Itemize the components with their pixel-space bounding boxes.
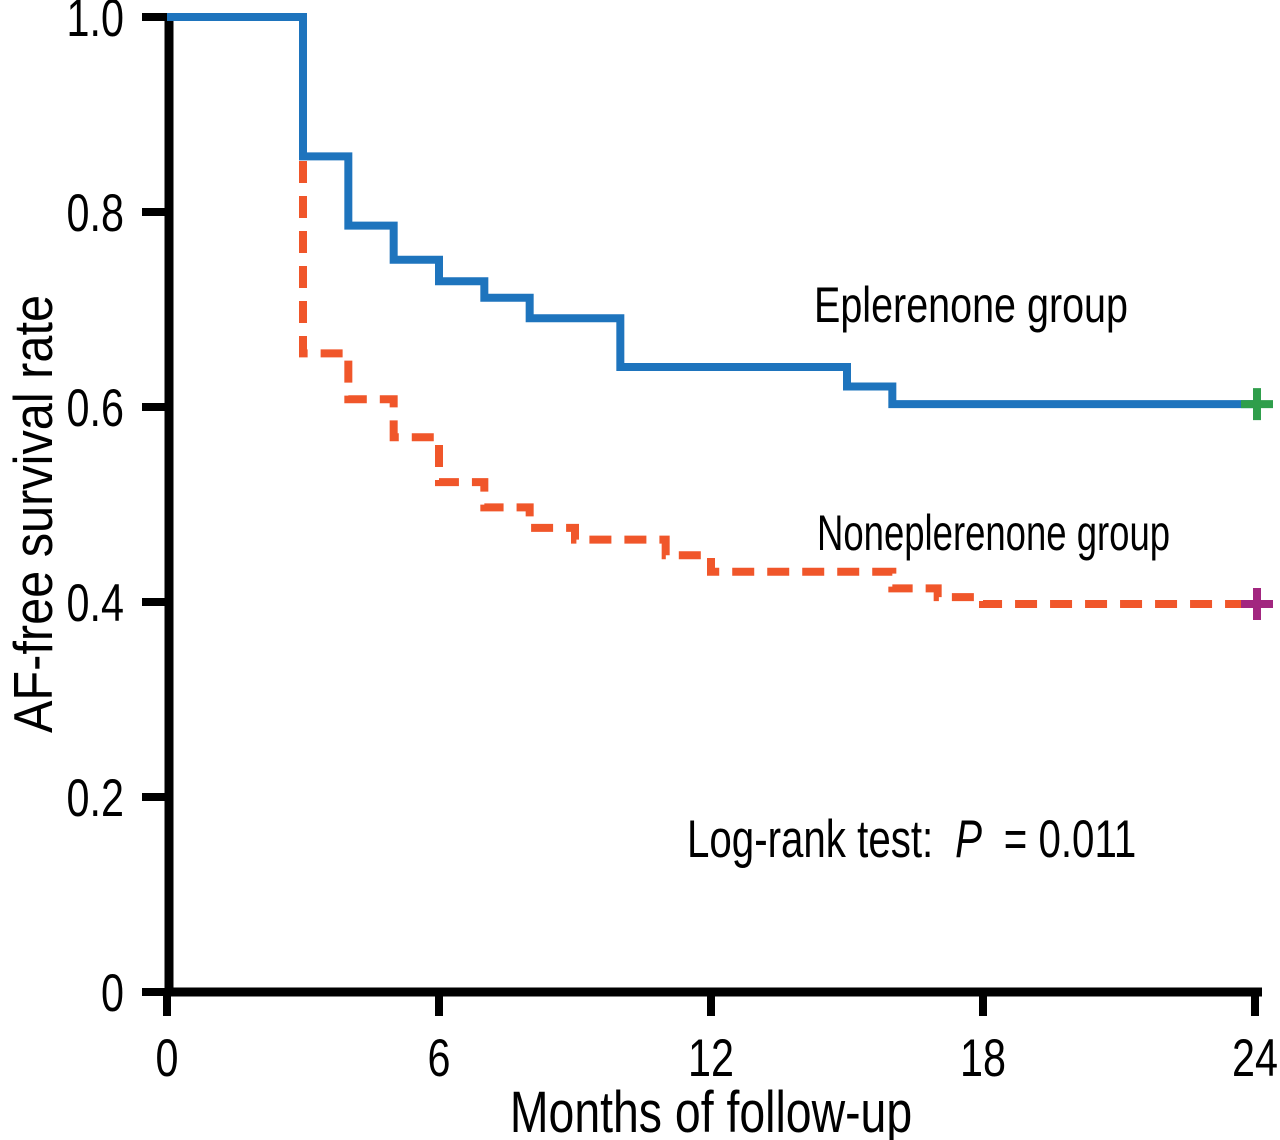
series-label-noneplerenone: Noneplerenone group — [817, 505, 1170, 561]
x-tick-label: 24 — [1232, 1029, 1278, 1088]
curve-eplerenone-group — [167, 13, 1255, 409]
y-tick-label: 1.0 — [67, 0, 124, 48]
logrank-prefix: Log-rank test: — [687, 809, 933, 869]
y-tick-label: 0 — [101, 964, 124, 1023]
censor-plus-marker-eplerenone-group — [1241, 388, 1273, 421]
curve-noneplerenone-group — [167, 13, 1255, 608]
y-tick-label: 0.2 — [67, 769, 124, 828]
x-tick-label: 0 — [156, 1029, 179, 1088]
y-tick-label: 0.4 — [67, 574, 124, 633]
x-tick-label: 12 — [688, 1029, 734, 1088]
y-tick-label: 0.6 — [67, 379, 124, 438]
plot-area: 1.0 0.8 0.6 0.4 0.2 00 6 12 18 24 — [67, 0, 1278, 1088]
logrank-annotation: Log-rank test: P = 0.011 — [687, 809, 1136, 869]
x-tick-label: 18 — [960, 1029, 1006, 1088]
logrank-p-symbol: P — [955, 809, 982, 869]
logrank-value: = 0.011 — [1004, 809, 1137, 869]
series-label-eplerenone: Eplerenone group — [814, 277, 1128, 334]
x-axis-title: Months of follow-up — [510, 1080, 912, 1140]
y-tick-label: 0.8 — [67, 184, 124, 243]
censor-plus-marker-noneplerenone-group — [1241, 587, 1273, 620]
y-axis-title: AF-free survival rate — [3, 295, 64, 733]
x-tick-label: 6 — [428, 1029, 451, 1088]
